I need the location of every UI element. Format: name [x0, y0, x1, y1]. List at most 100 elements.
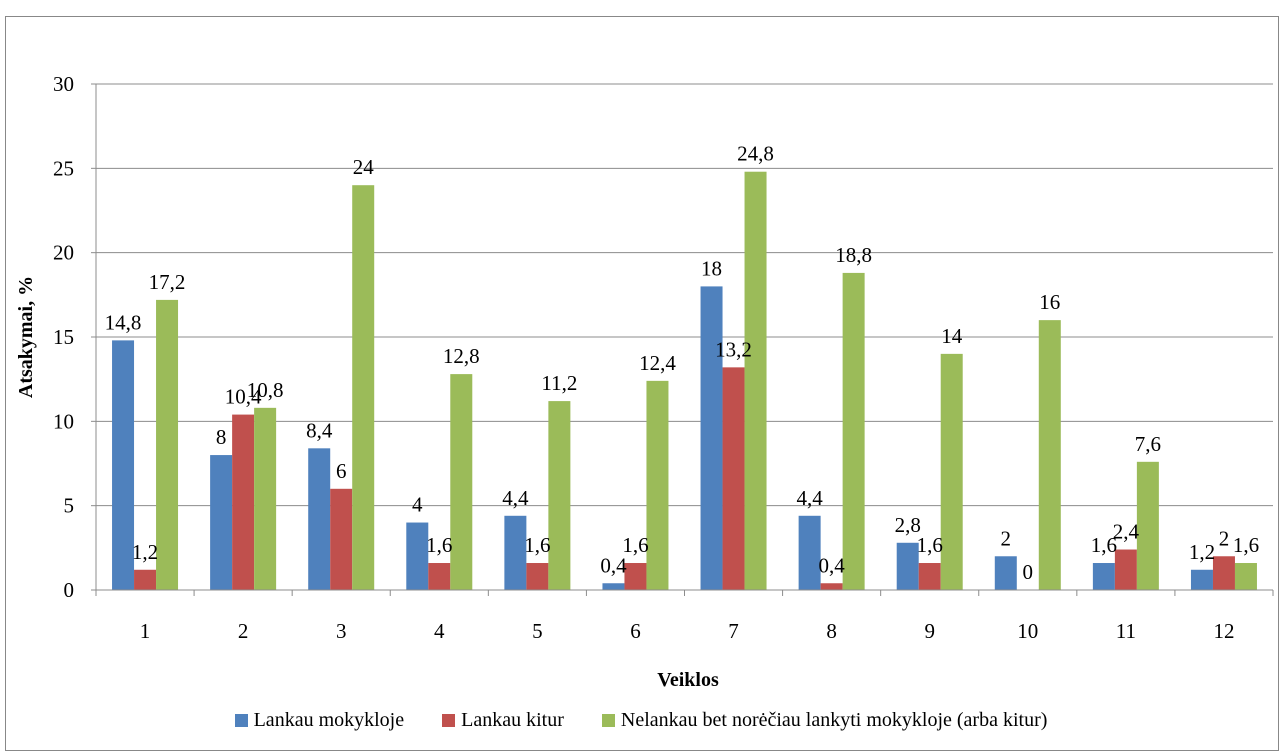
bar: [918, 563, 941, 590]
bar-value-label: 8,4: [306, 418, 333, 442]
y-tick-label: 0: [64, 578, 75, 602]
legend-item-series-1: Lankau mokykloje: [234, 708, 405, 732]
bar-value-label: 14: [941, 324, 963, 348]
bar: [722, 367, 745, 590]
x-tick-label: 12: [1213, 619, 1234, 643]
bar: [450, 374, 473, 590]
bar-value-label: 1,2: [132, 540, 158, 564]
legend-swatch-series-3: [601, 713, 615, 727]
bar: [1114, 549, 1137, 590]
bar-value-label: 10,8: [247, 378, 284, 402]
bar: [232, 414, 255, 590]
bar: [602, 583, 625, 590]
bar-value-label: 12,8: [443, 344, 480, 368]
legend-item-series-3: Nelankau bet norėčiau lankyti mokykloje …: [601, 709, 1047, 732]
legend-swatch-series-1: [234, 713, 248, 727]
bar-value-label: 4,4: [502, 486, 529, 510]
bar: [1190, 569, 1213, 590]
bar: [504, 515, 527, 590]
x-tick-label: 8: [826, 619, 837, 643]
bar: [406, 522, 429, 590]
bar-value-label: 6: [336, 459, 347, 483]
bar: [156, 299, 179, 590]
legend-swatch-series-2: [442, 713, 456, 727]
bar: [896, 542, 919, 590]
x-tick-label: 1: [140, 619, 151, 643]
x-axis-title: Veiklos: [657, 669, 719, 691]
bar-value-label: 2: [1001, 526, 1012, 550]
bar: [526, 563, 549, 590]
bar-value-label: 18,8: [835, 243, 872, 267]
gridlines: [96, 83, 1273, 507]
legend: Lankau mokykloje Lankau kitur Nelankau b…: [0, 705, 1282, 735]
bar: [1136, 461, 1159, 590]
chart-frame: [5, 16, 1279, 751]
legend-item-series-2: Lankau kitur: [442, 709, 564, 732]
y-tick-label: 20: [53, 241, 74, 265]
bar: [330, 488, 353, 590]
bar-value-label: 13,2: [715, 337, 752, 361]
bar-value-label: 18: [701, 256, 722, 280]
bars: [112, 171, 1257, 590]
bar-value-label: 14,8: [105, 310, 142, 334]
bar: [798, 515, 821, 590]
bar-value-label: 24,8: [737, 142, 774, 166]
bar-value-label: 2,8: [895, 513, 921, 537]
bar: [254, 407, 277, 590]
bar-value-label: 1,6: [1233, 533, 1259, 557]
y-tick-label: 25: [53, 156, 74, 180]
bar: [842, 272, 865, 590]
y-tick-label: 5: [64, 494, 75, 518]
bar-value-label: 1,6: [1091, 533, 1117, 557]
x-tick-label: 3: [336, 619, 347, 643]
bar-value-label: 0,4: [819, 553, 846, 577]
y-axis-title: Atsakymai, %: [15, 276, 37, 398]
bar: [1038, 320, 1061, 590]
y-tick-label: 10: [53, 409, 74, 433]
bar-value-label: 2,4: [1113, 520, 1140, 544]
bar-value-label: 0: [1023, 560, 1034, 584]
bar-value-label: 24: [353, 155, 375, 179]
x-tick-label: 11: [1116, 619, 1136, 643]
bar-value-label: 17,2: [149, 270, 186, 294]
bar: [624, 563, 647, 590]
bar: [134, 569, 157, 590]
bar-value-label: 2: [1219, 526, 1230, 550]
y-tick-label: 15: [53, 325, 74, 349]
bar: [646, 380, 669, 590]
bar: [112, 340, 135, 590]
bar: [1234, 563, 1257, 590]
x-tick-label: 4: [434, 619, 445, 643]
bar-value-label: 8: [216, 425, 227, 449]
bar-value-label: 1,6: [426, 533, 452, 557]
bar: [744, 171, 767, 590]
bar-value-label: 10,4: [225, 385, 262, 409]
bar-value-label: 0,4: [600, 553, 627, 577]
y-tick-label: 30: [53, 72, 74, 96]
legend-label-series-1: Lankau mokykloje: [253, 708, 405, 731]
bar-value-label: 16: [1039, 290, 1060, 314]
bar: [994, 556, 1017, 590]
bar: [1212, 556, 1235, 590]
bar: [352, 185, 375, 590]
bar-value-label: 4: [412, 493, 423, 517]
bar-value-label: 7,6: [1135, 432, 1161, 456]
bar-value-label: 1,6: [524, 533, 550, 557]
x-tick-label: 9: [924, 619, 935, 643]
bar: [820, 583, 843, 590]
x-tick-label: 6: [630, 619, 641, 643]
bar-value-label: 12,4: [639, 351, 676, 375]
bar: [308, 448, 331, 590]
bar: [700, 286, 723, 590]
x-tick-label: 2: [238, 619, 249, 643]
bar: [548, 401, 571, 590]
bar: [210, 455, 233, 590]
bar-value-label: 1,6: [917, 533, 943, 557]
bar-value-label: 11,2: [541, 371, 577, 395]
x-tick-label: 5: [532, 619, 543, 643]
bar-value-label: 1,2: [1189, 540, 1215, 564]
bar: [428, 563, 451, 590]
